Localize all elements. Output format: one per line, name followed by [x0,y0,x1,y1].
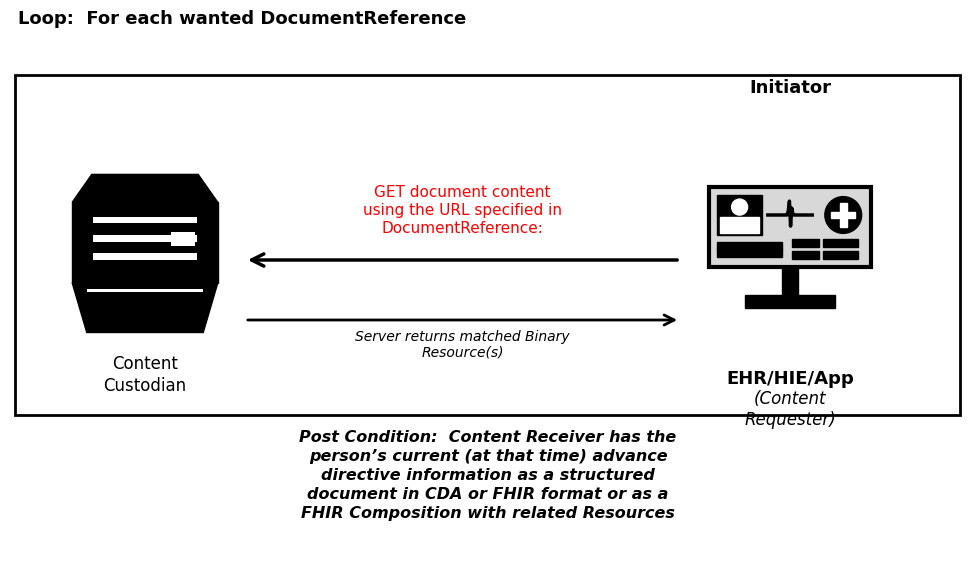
Circle shape [825,197,862,233]
Bar [792,239,819,247]
Bar [717,249,782,253]
Bar [171,232,194,246]
Bar [717,242,782,246]
Text: Post Condition:  Content Receiver has the: Post Condition: Content Receiver has the [299,430,677,445]
Text: Server returns matched Binary: Server returns matched Binary [356,330,570,344]
Bar [792,251,819,259]
Text: directive information as a structured: directive information as a structured [321,468,655,483]
Polygon shape [72,175,218,202]
Bar [831,211,855,219]
Bar [823,251,858,259]
Text: Loop:  For each wanted DocumentReference: Loop: For each wanted DocumentReference [18,10,466,28]
Text: using the URL specified in: using the URL specified in [363,203,562,218]
Bar [717,253,782,257]
Text: person’s current (at that time) advance: person’s current (at that time) advance [309,449,667,464]
Text: Resource(s): Resource(s) [421,346,504,360]
Bar [717,246,782,250]
Bar [72,202,218,283]
Text: (Content
Requester): (Content Requester) [744,390,836,429]
Text: Initiator: Initiator [749,79,831,97]
Text: document in CDA or FHIR format or as a: document in CDA or FHIR format or as a [308,487,668,502]
Text: Content
Custodian: Content Custodian [104,355,187,395]
Text: FHIR Composition with related Resources: FHIR Composition with related Resources [301,506,675,521]
Bar [15,75,960,415]
Bar [823,239,858,247]
Text: EHR/HIE/App: EHR/HIE/App [726,370,854,388]
Text: GET document content: GET document content [374,185,551,200]
Bar [709,187,871,267]
Bar [93,217,197,223]
Bar [717,195,762,235]
Bar [783,267,798,295]
Bar [745,295,835,307]
Text: DocumentReference:: DocumentReference: [382,221,543,236]
Bar [87,289,203,292]
Polygon shape [72,283,218,332]
Circle shape [732,199,747,215]
Bar [93,235,197,242]
Polygon shape [720,217,759,233]
Bar [840,203,847,227]
Bar [93,253,197,259]
